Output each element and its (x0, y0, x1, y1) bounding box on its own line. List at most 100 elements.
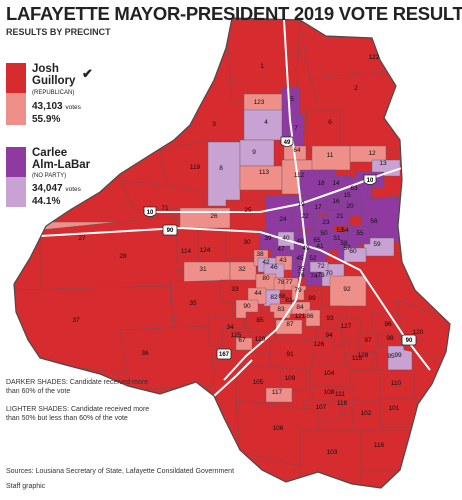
precinct-label: 125 (231, 332, 242, 339)
precinct-label: 107 (316, 404, 327, 411)
precinct-area-74 (305, 271, 323, 287)
precinct-area-9 (239, 139, 275, 167)
us-highway-shield: 90 (401, 334, 417, 346)
source-line: Sources: Lousiana Secretary of State, La… (6, 468, 235, 475)
precinct-label: 9 (252, 149, 256, 156)
credit-line: Staff graphic (6, 483, 46, 490)
legend-swatch-almlabar-dark (6, 147, 26, 177)
precinct-label: 109 (285, 375, 296, 382)
precinct-label: 46 (270, 264, 278, 271)
precinct-label: 128 (358, 352, 369, 359)
precinct-label: 3 (212, 121, 216, 128)
check-icon: ✔ (82, 66, 93, 81)
interstate-shield: 49 (280, 136, 294, 147)
precinct-area-116 (351, 429, 413, 471)
precinct-label: 103 (327, 449, 338, 456)
precinct-area-11 (311, 145, 351, 171)
precinct-label: 25 (244, 207, 252, 214)
precinct-label: 13 (379, 160, 387, 167)
precinct-label: 110 (391, 380, 402, 387)
candidate-last-name: Guillory (32, 75, 76, 87)
precinct-label: 8 (219, 165, 223, 172)
precinct-label: 57 (343, 245, 351, 252)
precinct-label: 72 (317, 263, 325, 270)
precinct-label: 117 (272, 389, 283, 396)
precinct-label: 40 (282, 235, 290, 242)
precinct-label: 116 (374, 442, 385, 449)
highway-label: 90 (167, 228, 174, 234)
precinct-label: 45 (296, 255, 304, 262)
precinct-label: 113 (259, 169, 270, 176)
precinct-label: 50 (320, 230, 328, 237)
precinct-label: 41 (316, 243, 324, 250)
legend-swatch-almlabar-light (6, 177, 26, 207)
precinct-label: 83 (277, 306, 285, 313)
precinct-label: 32 (238, 266, 246, 273)
highway-label: 167 (219, 352, 230, 358)
precinct-area-25 (225, 199, 267, 231)
precinct-label: 58 (340, 240, 348, 247)
note-lighter-shades: LIGHTER SHADES: Candidate received more … (6, 406, 150, 422)
precinct-area-109 (279, 367, 307, 391)
precinct-label: 27 (78, 235, 86, 242)
precinct-label: 79 (294, 287, 302, 294)
precinct-label: 118 (337, 400, 348, 407)
precinct-area-31 (183, 261, 231, 283)
precinct-label: 26 (210, 213, 218, 220)
precinct-label: 34 (226, 324, 234, 331)
precinct-label: 80 (262, 275, 270, 282)
candidate-party: (NO PARTY) (32, 173, 67, 179)
precinct-label: 85 (256, 317, 264, 324)
page-title: LAFAYETTE MAYOR-PRESIDENT 2019 VOTE RESU… (6, 3, 462, 24)
precinct-label: 101 (389, 405, 400, 412)
precinct-label: 33 (231, 286, 239, 293)
precinct-area-117 (265, 387, 293, 403)
precinct-label: 24 (279, 216, 287, 223)
precinct-label: 102 (361, 410, 372, 417)
precinct-label: 121 (295, 313, 306, 320)
precinct-label: 88 (278, 293, 286, 300)
precinct-label: 64 (293, 147, 301, 154)
road-line (223, 19, 308, 381)
precinct-area-6 (305, 109, 341, 151)
precinct-label: 97 (364, 337, 372, 344)
precinct-area-36 (119, 325, 215, 391)
precinct-label: 49 (302, 245, 310, 252)
precinct-label: 60 (349, 248, 357, 255)
precinct-label: 78 (277, 279, 285, 286)
precinct-label: 6 (328, 119, 332, 126)
precinct-label: 18 (317, 180, 325, 187)
precinct-label: 65 (313, 237, 321, 244)
precinct-label: 114 (181, 248, 192, 255)
precinct-label: 124 (200, 247, 211, 254)
precinct-area-55 (347, 225, 371, 245)
precinct-label: 2 (354, 85, 358, 92)
road-line (213, 359, 253, 397)
highway-label: 10 (147, 210, 154, 216)
highway-label: 90 (406, 338, 413, 344)
precinct-label: 11 (327, 152, 334, 159)
precinct-label: 122 (369, 54, 380, 61)
road-line (39, 226, 431, 371)
precinct-label: 35 (189, 300, 197, 307)
precinct-label: 28 (119, 253, 127, 260)
precinct-label: 70 (325, 270, 333, 277)
interstate-shield: 10 (143, 206, 157, 217)
precinct-label: 120 (413, 329, 424, 336)
precinct-label: 37 (72, 317, 80, 324)
precinct-label: 67 (238, 337, 246, 344)
precinct-label: 77 (285, 279, 293, 286)
precinct-label: 39 (264, 235, 272, 242)
precinct-label: 63 (350, 185, 358, 192)
precinct-label: 92 (343, 286, 351, 293)
precinct-label: 75 (297, 266, 305, 273)
precinct-label: 94 (325, 332, 333, 339)
precinct-label: 1 (260, 63, 264, 70)
precinct-label: 21 (336, 213, 344, 220)
precinct-label: 59 (373, 241, 381, 248)
precinct-label: 47 (277, 246, 285, 253)
precinct-label: 89 (308, 295, 316, 302)
precinct-label: 90 (243, 303, 251, 310)
road-line (150, 167, 403, 213)
candidate-votes: 34,047 votes (32, 183, 81, 194)
